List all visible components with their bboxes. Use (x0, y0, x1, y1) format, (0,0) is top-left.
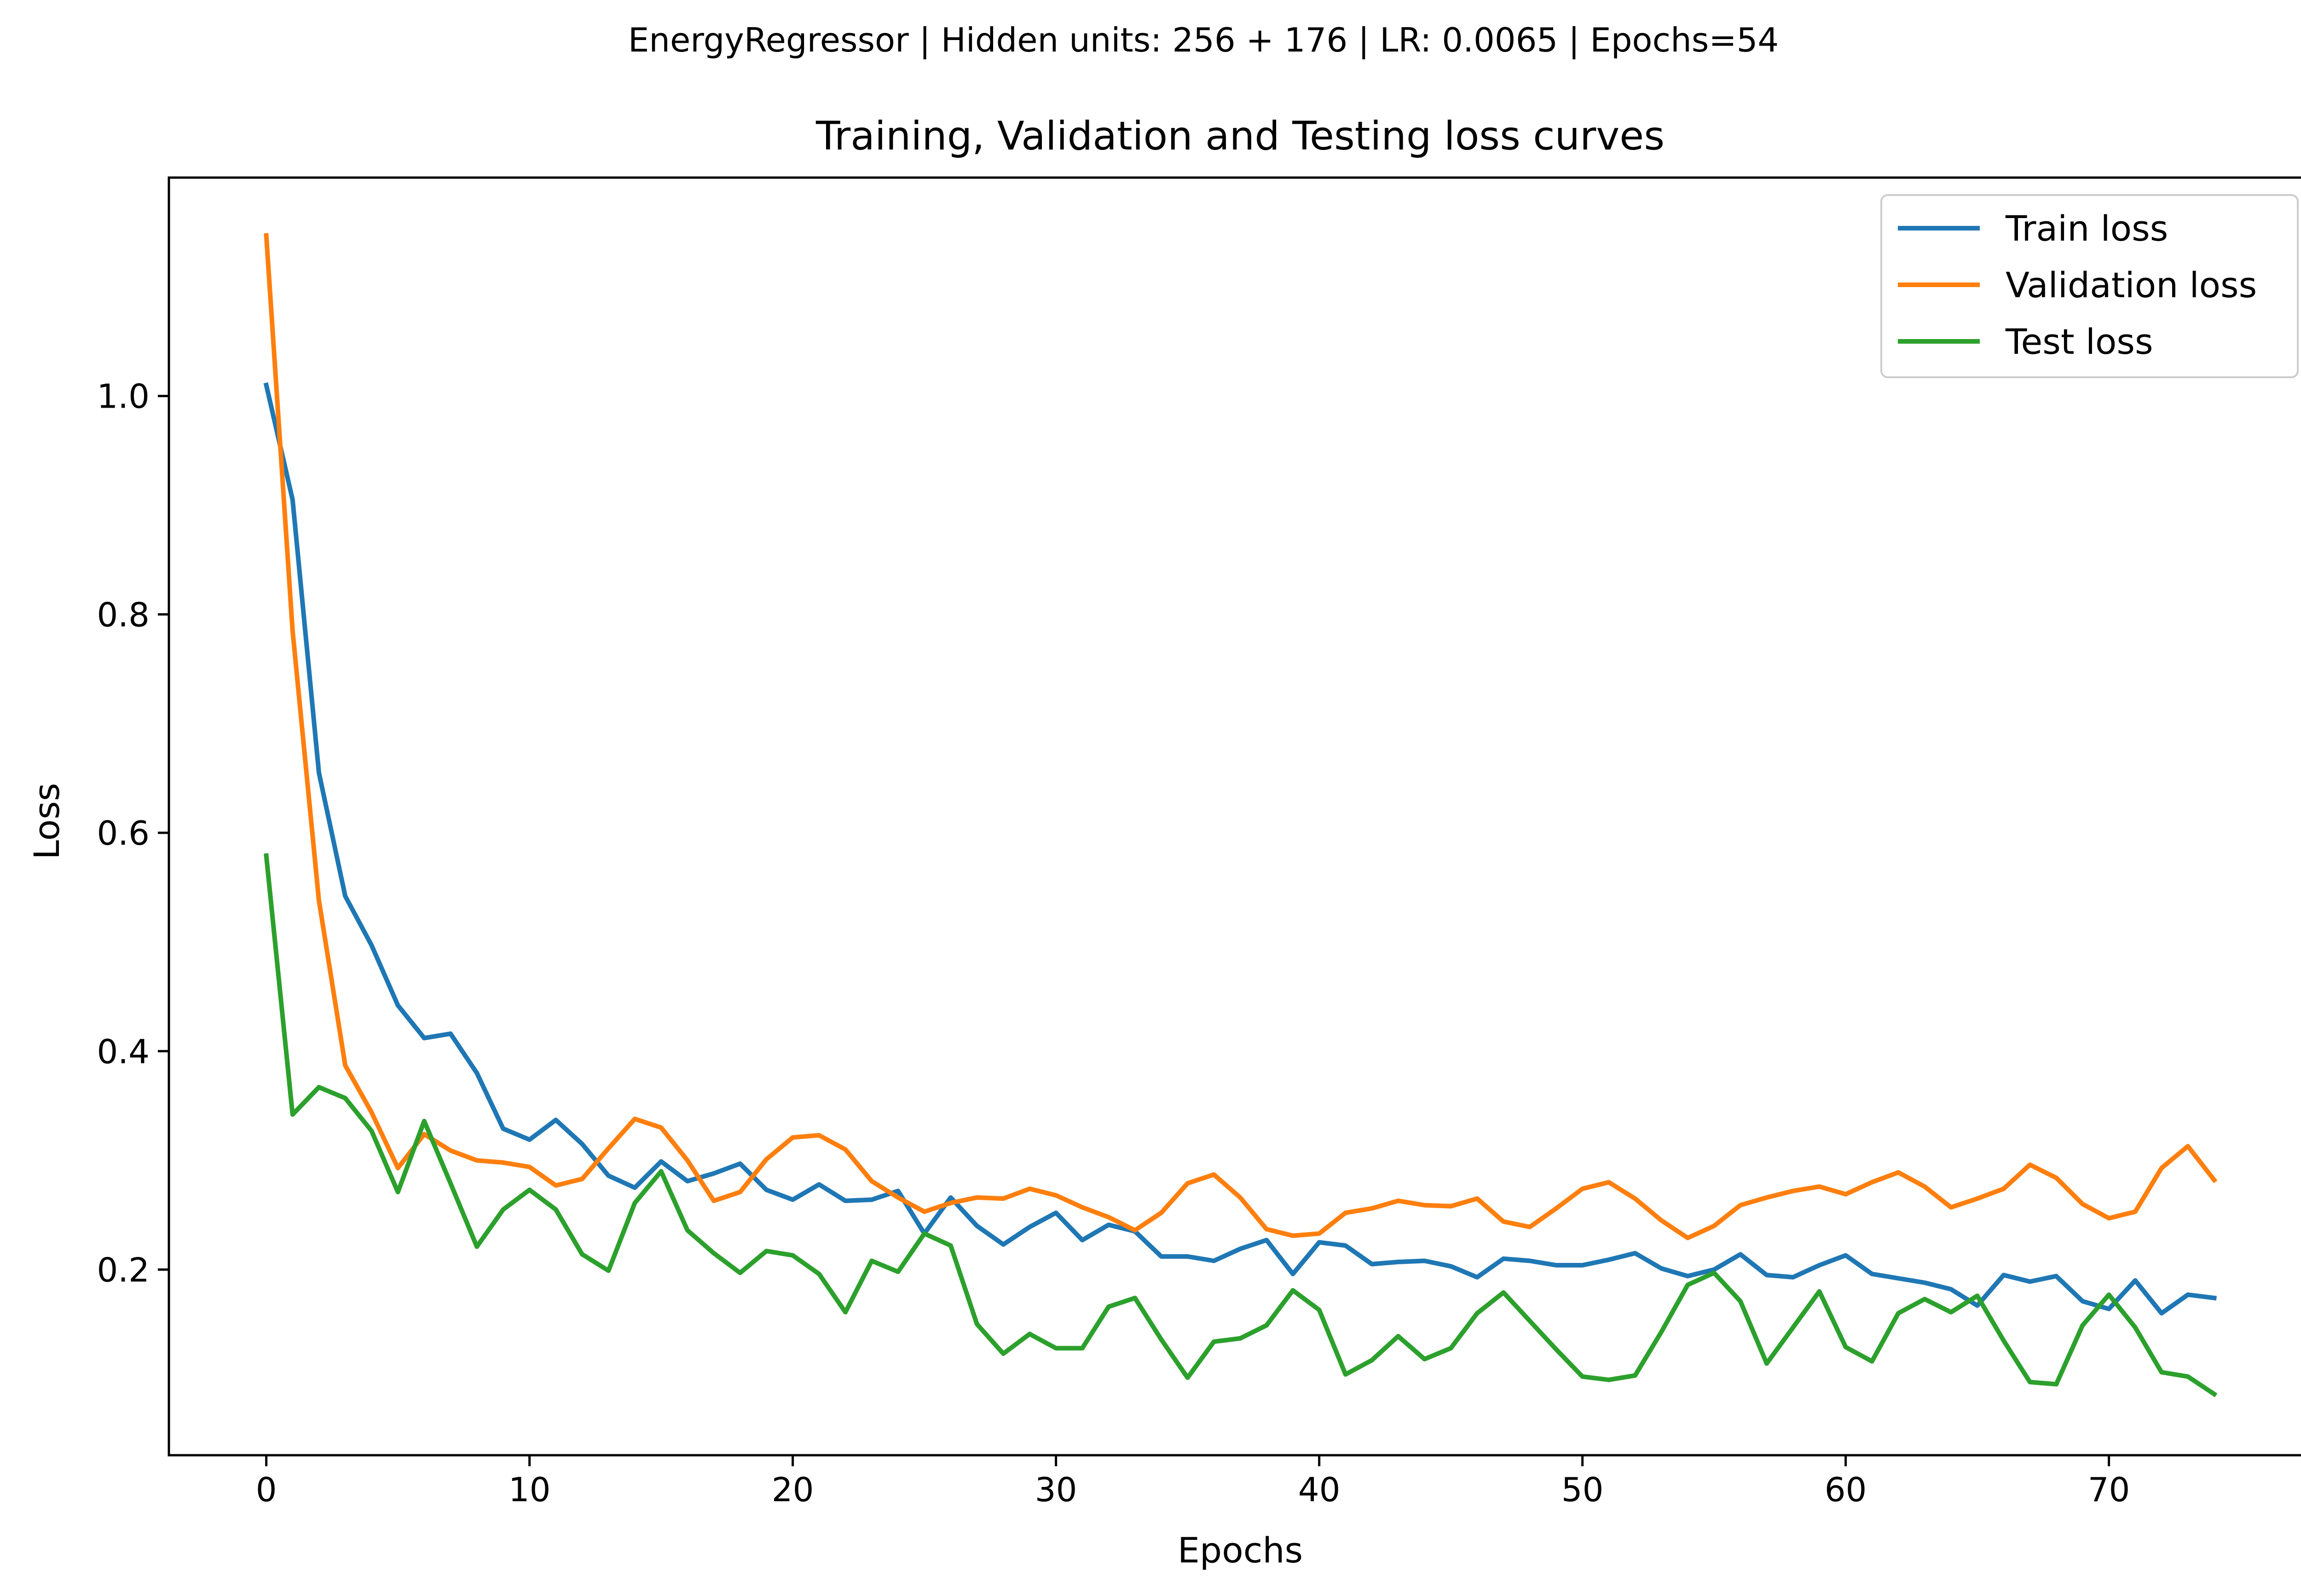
x-tick-label: 10 (509, 1470, 551, 1509)
series-line-2 (264, 853, 2218, 1398)
series-line-1 (264, 233, 2218, 1240)
y-tick-label: 0.4 (97, 1032, 150, 1071)
x-tick-label: 30 (1035, 1470, 1077, 1509)
ticks-layer: 0 10 20 30 40 50 60 70 0.2 0.4 0.6 0.8 1.0 (97, 377, 2130, 1509)
legend-label-2: Test loss (2005, 321, 2153, 362)
x-tick-label: 40 (1298, 1470, 1341, 1509)
axes-border (168, 176, 2301, 1457)
series-line-0 (263, 382, 2217, 1316)
x-tick-label: 0 (256, 1470, 277, 1509)
legend: Train loss Validation loss Test loss (1880, 194, 2299, 378)
y-axis-label: Loss (26, 783, 67, 860)
x-tick-label: 20 (772, 1470, 814, 1509)
x-axis-label: Epochs (1178, 1530, 1303, 1571)
plot-area (169, 178, 2301, 1455)
legend-label-0: Train loss (2005, 208, 2168, 249)
plot-background (169, 178, 2301, 1455)
y-tick-label: 1.0 (97, 377, 150, 416)
x-tick-label: 60 (1825, 1470, 1867, 1509)
y-tick-label: 0.2 (97, 1251, 150, 1290)
legend-box (1880, 194, 2299, 378)
x-tick-label: 50 (1561, 1470, 1604, 1509)
chart-title: Training, Validation and Testing loss cu… (815, 113, 1665, 159)
x-tick-label: 70 (2088, 1470, 2130, 1509)
y-tick-label: 0.6 (97, 814, 150, 853)
figure-suptitle: EnergyRegressor | Hidden units: 256 + 17… (628, 21, 1779, 60)
axes-frame (168, 176, 2301, 1457)
y-tick-label: 0.8 (97, 595, 150, 634)
series-layer (263, 233, 2218, 1398)
legend-label-1: Validation loss (2006, 265, 2257, 305)
